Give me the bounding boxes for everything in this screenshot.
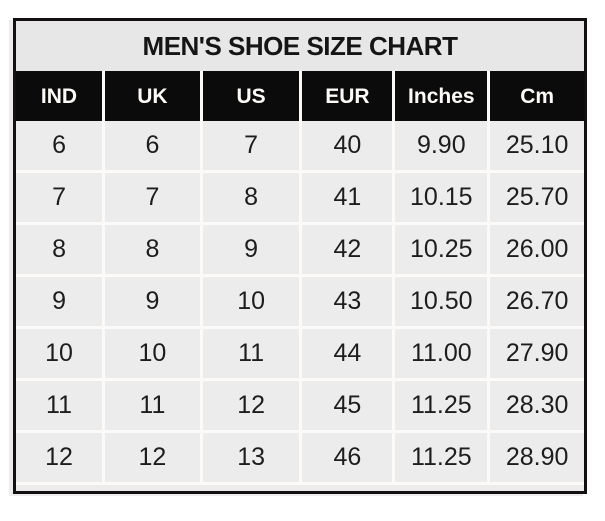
column-header-eur: EUR — [302, 71, 393, 121]
table-cell: 11 — [16, 381, 103, 430]
table-cell: 10 — [105, 329, 200, 378]
table-cell: 8 — [202, 173, 300, 222]
table-cell: 9.90 — [395, 121, 488, 170]
table-cell: 43 — [302, 277, 393, 326]
table-cell: 13 — [202, 433, 300, 482]
table-cell: 27.90 — [490, 329, 584, 378]
table-cell: 6 — [16, 121, 103, 170]
table-cell: 11 — [202, 329, 300, 378]
table-cell: 7 — [16, 173, 103, 222]
table-cell: 9 — [202, 225, 300, 274]
column-header-inches: Inches — [395, 71, 488, 121]
table-cell: 28.90 — [490, 433, 584, 482]
table-cell: 41 — [302, 173, 393, 222]
table-cell: 10.50 — [395, 277, 488, 326]
table-cell: 45 — [302, 381, 393, 430]
table-cell: 42 — [302, 225, 393, 274]
column-header-us: US — [202, 71, 300, 121]
table-cell: 11.25 — [395, 433, 488, 482]
table-cell: 12 — [202, 381, 300, 430]
table-cell: 25.10 — [490, 121, 584, 170]
table-cell: 40 — [302, 121, 393, 170]
table-cell: 46 — [302, 433, 393, 482]
column-header-uk: UK — [105, 71, 200, 121]
table-cell: 10.25 — [395, 225, 488, 274]
column-header-ind: IND — [16, 71, 103, 121]
table-cell: 10 — [16, 329, 103, 378]
table-bottom-padding — [16, 485, 584, 491]
table-cell: 26.70 — [490, 277, 584, 326]
chart-title: MEN'S SHOE SIZE CHART — [16, 21, 584, 71]
shoe-size-chart-table: MEN'S SHOE SIZE CHART IND UK US EUR Inch… — [13, 18, 587, 494]
table-cell: 11 — [105, 381, 200, 430]
table-cell: 9 — [16, 277, 103, 326]
table-cell: 11.00 — [395, 329, 488, 378]
table-cell: 6 — [105, 121, 200, 170]
table-cell: 7 — [202, 121, 300, 170]
table-cell: 12 — [105, 433, 200, 482]
column-header-cm: Cm — [490, 71, 584, 121]
table-cell: 8 — [16, 225, 103, 274]
table-cell: 11.25 — [395, 381, 488, 430]
table-cell: 44 — [302, 329, 393, 378]
table-cell: 26.00 — [490, 225, 584, 274]
table-cell: 12 — [16, 433, 103, 482]
table-cell: 7 — [105, 173, 200, 222]
table-cell: 10.15 — [395, 173, 488, 222]
table-cell: 10 — [202, 277, 300, 326]
table-header-row: IND UK US EUR Inches Cm — [16, 71, 584, 121]
table-cell: 8 — [105, 225, 200, 274]
table-cell: 28.30 — [490, 381, 584, 430]
table-cell: 9 — [105, 277, 200, 326]
table-body: 6 6 7 40 9.90 25.10 7 7 8 41 10.15 25.70… — [16, 121, 584, 482]
table-cell: 25.70 — [490, 173, 584, 222]
